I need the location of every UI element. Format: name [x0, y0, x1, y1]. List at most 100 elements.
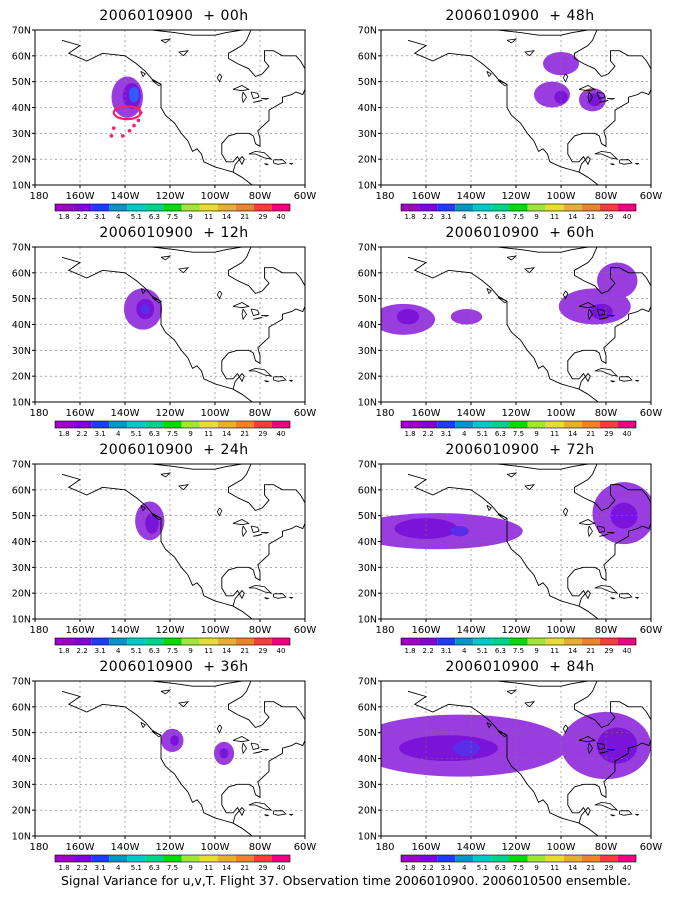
colorbar-swatch — [509, 421, 528, 428]
lon-label: 120W — [156, 191, 185, 202]
variance-contour — [219, 748, 229, 759]
colorbar-label: 3.1 — [441, 213, 452, 221]
colorbar-swatch — [91, 421, 110, 428]
colorbar-swatch — [145, 638, 164, 645]
colorbar-label: 1.8 — [58, 430, 69, 438]
lon-label: 80W — [595, 842, 618, 853]
colorbar-swatch — [563, 204, 582, 211]
colorbar-label: 7.5 — [513, 864, 524, 872]
colorbar-label: 5.1 — [477, 430, 488, 438]
lat-label: 20N — [358, 372, 377, 383]
panel-title-24h: 2006010900 + 24h — [99, 442, 249, 458]
colorbar-label: 5.1 — [477, 864, 488, 872]
flight-track-point — [109, 134, 114, 138]
colorbar-swatch — [127, 421, 146, 428]
colorbar-swatch — [55, 421, 74, 428]
lat-label: 70N — [12, 460, 31, 471]
lon-label: 120W — [502, 842, 531, 853]
flight-track-point — [111, 126, 116, 130]
lake-outline — [250, 742, 260, 750]
lat-label: 40N — [12, 754, 31, 765]
lat-label: 50N — [12, 728, 31, 739]
coastline — [497, 681, 589, 687]
lake-outline — [160, 689, 172, 695]
lat-label: 60N — [12, 485, 31, 496]
lon-label: 100W — [547, 408, 576, 419]
lake-outline — [216, 290, 223, 300]
lon-label: 140W — [111, 842, 140, 853]
colorbar-swatch — [109, 204, 128, 211]
colorbar-label: 14 — [568, 647, 577, 655]
colorbar-label: 29 — [258, 430, 267, 438]
lon-label: 140W — [111, 408, 140, 419]
island-outline — [497, 514, 508, 521]
colorbar-swatch — [145, 421, 164, 428]
lat-label: 30N — [358, 129, 377, 140]
colorbar-label: 40 — [623, 430, 632, 438]
colorbar-swatch — [55, 638, 74, 645]
lake-outline — [599, 533, 609, 537]
colorbar-label: 14 — [222, 430, 231, 438]
colorbar-label: 6.3 — [149, 430, 160, 438]
colorbar-swatch — [581, 421, 600, 428]
colorbar-swatch — [437, 855, 456, 862]
colorbar-swatch — [271, 638, 290, 645]
colorbar-label: 7.5 — [513, 213, 524, 221]
lake-outline — [178, 701, 190, 708]
colorbar-swatch — [145, 204, 164, 211]
variance-contour — [554, 90, 568, 104]
colorbar-swatch — [401, 421, 420, 428]
colorbar-label: 3.1 — [95, 647, 106, 655]
colorbar-swatch — [73, 204, 92, 211]
lon-label: 120W — [156, 625, 185, 636]
island-outline — [635, 596, 640, 599]
lon-label: 140W — [111, 625, 140, 636]
colorbar-swatch — [217, 204, 236, 211]
colorbar-label: 11 — [550, 647, 559, 655]
lon-label: 140W — [111, 191, 140, 202]
colorbar-swatch — [545, 421, 564, 428]
colorbar-label: 11 — [204, 213, 213, 221]
colorbar-swatch — [235, 204, 254, 211]
colorbar-swatch — [545, 638, 564, 645]
colorbar-frame — [400, 203, 637, 212]
colorbar-label: 14 — [568, 864, 577, 872]
lat-label: 70N — [12, 26, 31, 37]
variance-contour — [588, 93, 602, 107]
panel-title-12h: 2006010900 + 12h — [99, 225, 249, 241]
lake-outline — [607, 749, 616, 751]
lake-outline — [216, 73, 223, 83]
lat-label: 40N — [358, 103, 377, 114]
colorbar-label: 7.5 — [167, 430, 178, 438]
coastline — [497, 464, 589, 470]
lake-outline — [216, 724, 223, 734]
colorbar-swatch — [271, 855, 290, 862]
lon-label: 140W — [457, 625, 486, 636]
colorbar-swatch — [235, 638, 254, 645]
colorbar-swatch — [91, 855, 110, 862]
lake-outline — [241, 91, 247, 104]
island-outline — [289, 596, 294, 599]
colorbar-swatch — [271, 421, 290, 428]
colorbar-swatch — [509, 855, 528, 862]
lat-label: 40N — [12, 320, 31, 331]
coastline — [407, 473, 615, 619]
coastline — [151, 464, 243, 470]
lon-label: 80W — [595, 625, 618, 636]
flight-track-point — [132, 123, 136, 128]
lake-outline — [261, 749, 270, 751]
island-outline — [151, 731, 162, 738]
lake-outline — [178, 50, 190, 57]
lat-label: 50N — [358, 511, 377, 522]
colorbar-swatch — [617, 638, 636, 645]
colorbar-swatch — [455, 421, 474, 428]
coastline — [61, 690, 269, 836]
lat-label: 10N — [12, 615, 31, 626]
lon-label: 60W — [294, 408, 317, 419]
colorbar-label: 11 — [550, 430, 559, 438]
colorbar-frame — [54, 420, 291, 429]
colorbar-label: 11 — [550, 213, 559, 221]
island-outline — [594, 150, 619, 160]
figure-caption: Signal Variance for u,v,T. Flight 37. Ob… — [61, 873, 631, 888]
